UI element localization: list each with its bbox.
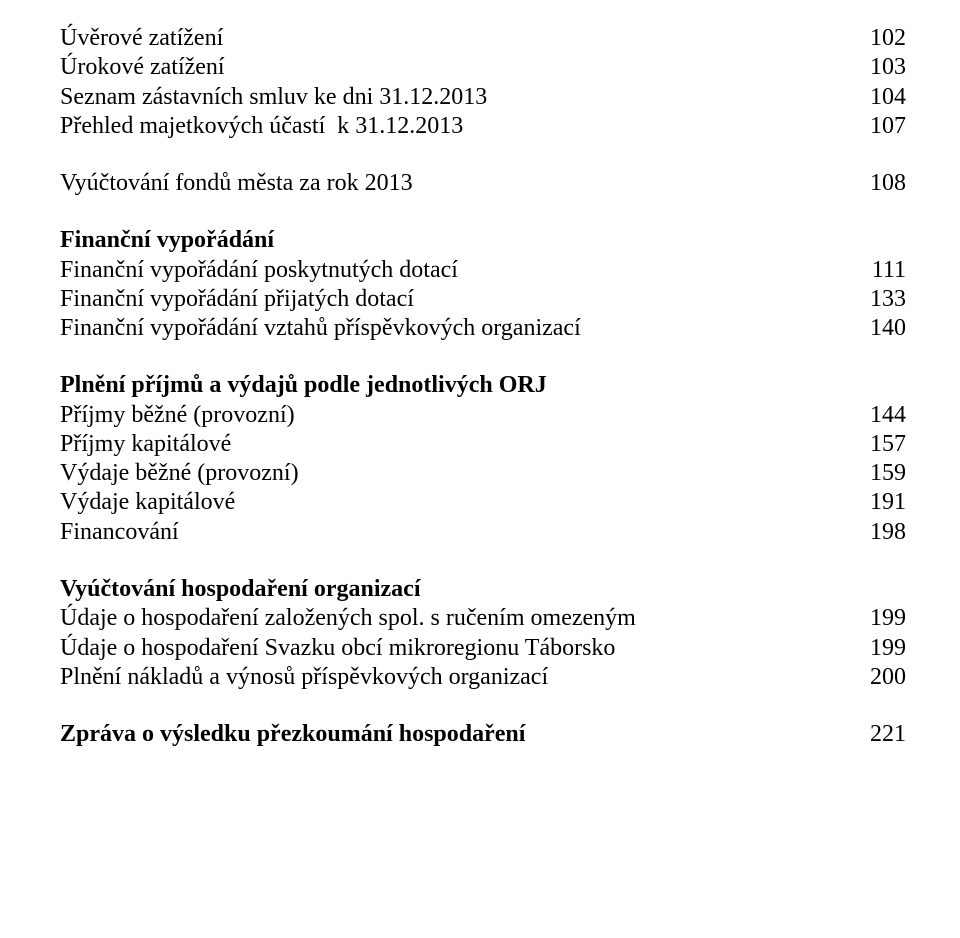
toc-page-number: 198 [856,518,906,547]
toc-row: Údaje o hospodaření založených spol. s r… [60,604,906,633]
toc-page-number: 103 [856,53,906,82]
toc-label: Přehled majetkových účastí k 31.12.2013 [60,112,463,141]
toc-label: Finanční vypořádání přijatých dotací [60,285,414,314]
section-gap [60,343,906,371]
toc-row: Plnění příjmů a výdajů podle jednotlivýc… [60,371,906,400]
toc-label: Příjmy běžné (provozní) [60,401,295,430]
toc-row: Vyúčtování hospodaření organizací [60,575,906,604]
toc-label: Finanční vypořádání poskytnutých dotací [60,256,458,285]
toc-row: Přehled majetkových účastí k 31.12.2013 1… [60,112,906,141]
toc-page-number: 111 [856,256,906,285]
toc-row: Výdaje kapitálové 191 [60,488,906,517]
toc-row: Seznam zástavních smluv ke dni 31.12.201… [60,83,906,112]
toc-row: Výdaje běžné (provozní) 159 [60,459,906,488]
toc-row: Finanční vypořádání [60,226,906,255]
toc-row: Finanční vypořádání přijatých dotací 133 [60,285,906,314]
toc-row: Příjmy kapitálové 157 [60,430,906,459]
toc-row: Financování 198 [60,518,906,547]
toc-row: Údaje o hospodaření Svazku obcí mikroreg… [60,634,906,663]
toc-page-number: 108 [856,169,906,198]
toc-label: Vyúčtování hospodaření organizací [60,575,420,604]
toc-page-number: 200 [856,663,906,692]
section-gap [60,141,906,169]
toc-label: Seznam zástavních smluv ke dni 31.12.201… [60,83,487,112]
toc-row: Příjmy běžné (provozní) 144 [60,401,906,430]
toc-label: Údaje o hospodaření založených spol. s r… [60,604,636,633]
toc-page-number: 199 [856,634,906,663]
toc-page-number: 157 [856,430,906,459]
toc-page-number: 104 [856,83,906,112]
toc-label: Plnění příjmů a výdajů podle jednotlivýc… [60,371,547,400]
toc-label: Vyúčtování fondů města za rok 2013 [60,169,413,198]
toc-label: Příjmy kapitálové [60,430,231,459]
toc-page-number: 140 [856,314,906,343]
toc-page-number: 133 [856,285,906,314]
toc-label: Výdaje kapitálové [60,488,235,517]
toc-row: Plnění nákladů a výnosů příspěvkových or… [60,663,906,692]
toc-page-number: 144 [856,401,906,430]
toc-label: Finanční vypořádání vztahů příspěvkových… [60,314,581,343]
table-of-contents: Úvěrové zatížení 102 Úrokové zatížení 103 Se… [60,24,906,749]
toc-row: Vyúčtování fondů města za rok 2013 108 [60,169,906,198]
toc-page-number: 191 [856,488,906,517]
section-gap [60,547,906,575]
toc-page-number: 159 [856,459,906,488]
toc-row: Úvěrové zatížení 102 [60,24,906,53]
toc-label: Údaje o hospodaření Svazku obcí mikroreg… [60,634,615,663]
toc-page-number: 199 [856,604,906,633]
toc-row: Finanční vypořádání vztahů příspěvkových… [60,314,906,343]
toc-page-number: 107 [856,112,906,141]
toc-label: Úrokové zatížení [60,53,225,82]
toc-page-number: 102 [856,24,906,53]
toc-label: Plnění nákladů a výnosů příspěvkových or… [60,663,548,692]
section-gap [60,198,906,226]
toc-row: Zpráva o výsledku přezkoumání hospodařen… [60,720,906,749]
toc-label: Úvěrové zatížení [60,24,223,53]
toc-page-number: 221 [856,720,906,749]
toc-row: Finanční vypořádání poskytnutých dotací 1… [60,256,906,285]
toc-row: Úrokové zatížení 103 [60,53,906,82]
toc-label: Financování [60,518,179,547]
toc-label: Výdaje běžné (provozní) [60,459,299,488]
toc-label: Finanční vypořádání [60,226,274,255]
section-gap [60,692,906,720]
toc-label: Zpráva o výsledku přezkoumání hospodařen… [60,720,525,749]
